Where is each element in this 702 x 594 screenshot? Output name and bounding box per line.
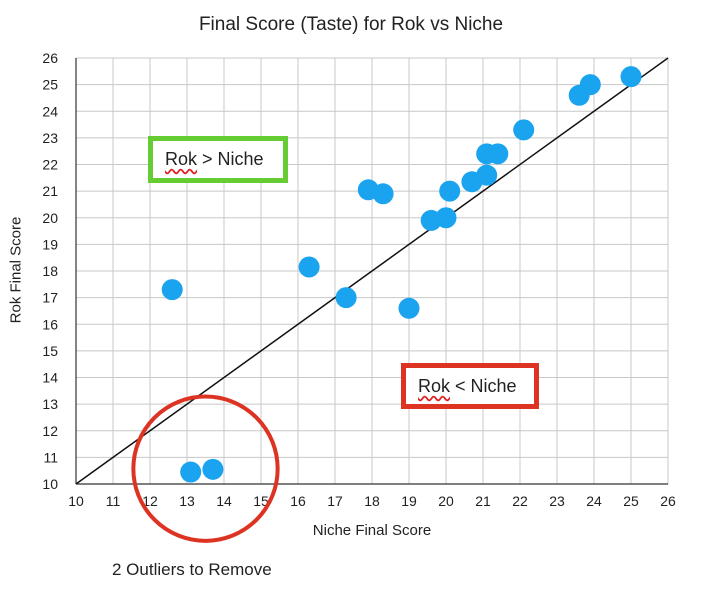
- data-point: [435, 207, 457, 229]
- outlier-circle: [131, 394, 280, 543]
- rok-greater-annotation: Rok > Niche: [148, 136, 288, 183]
- x-tick-label: 12: [142, 493, 158, 509]
- x-tick-label: 25: [623, 493, 639, 509]
- y-tick-label: 22: [42, 157, 58, 173]
- y-tick-label: 12: [42, 423, 58, 439]
- rok-less-rest: < Niche: [450, 376, 517, 396]
- y-tick-label: 13: [42, 396, 58, 412]
- x-tick-label: 15: [253, 493, 269, 509]
- x-tick-label: 17: [327, 493, 343, 509]
- x-tick-label: 23: [549, 493, 565, 509]
- y-tick-label: 16: [42, 316, 58, 332]
- x-axis-label: Niche Final Score: [312, 522, 432, 539]
- x-tick-label: 19: [401, 493, 417, 509]
- data-points: [161, 66, 642, 483]
- x-tick-label: 24: [586, 493, 602, 509]
- data-point: [298, 256, 320, 278]
- data-point: [202, 458, 224, 480]
- y-tick-label: 18: [42, 263, 58, 279]
- y-tick-label: 17: [42, 290, 58, 306]
- y-tick-label: 24: [42, 103, 58, 119]
- data-point: [620, 66, 642, 88]
- data-point: [180, 461, 202, 483]
- y-tick-label: 11: [43, 449, 58, 465]
- rok-less-annotation: Rok < Niche: [401, 363, 539, 409]
- y-axis-label: Rok Final Score: [7, 216, 25, 324]
- x-tick-label: 11: [106, 493, 121, 509]
- outlier-circle-group: [131, 394, 280, 543]
- rok-greater-word: Rok: [165, 149, 198, 169]
- data-point: [372, 183, 394, 205]
- x-tick-label: 20: [438, 493, 454, 509]
- x-tick-label: 13: [179, 493, 195, 509]
- x-tick-label: 26: [660, 493, 676, 509]
- data-point: [487, 143, 509, 165]
- rok-greater-rest: > Niche: [197, 149, 264, 169]
- y-tick-label: 10: [42, 476, 58, 492]
- y-tick-label: 25: [42, 77, 58, 93]
- data-point: [161, 279, 183, 301]
- data-point: [439, 180, 461, 202]
- outlier-note: 2 Outliers to Remove: [112, 560, 272, 579]
- x-tick-label: 16: [290, 493, 306, 509]
- reference-line: [75, 57, 669, 485]
- tick-labels: 10 11 12 13 14 15 16 17 18 19 20 21 22 23 24 25 26 10 11 12…: [42, 50, 676, 509]
- y-tick-label: 26: [42, 50, 58, 66]
- x-tick-label: 18: [364, 493, 380, 509]
- x-tick-label: 22: [512, 493, 528, 509]
- chart-title: Final Score (Taste) for Rok vs Niche: [198, 14, 504, 35]
- x-tick-label: 10: [68, 493, 84, 509]
- y-tick-label: 15: [42, 343, 58, 359]
- x-tick-label: 14: [216, 493, 232, 509]
- y-tick-label: 20: [42, 210, 58, 226]
- axes: [75, 58, 668, 485]
- data-point: [476, 164, 498, 186]
- x-tick-label: 21: [475, 493, 491, 509]
- data-point: [335, 287, 357, 309]
- y-tick-label: 23: [42, 130, 58, 146]
- y-tick-label: 21: [42, 183, 58, 199]
- data-point: [513, 119, 535, 141]
- y-tick-label: 14: [42, 370, 58, 386]
- y-tick-label: 19: [42, 236, 58, 252]
- reference-line-group: [75, 57, 669, 485]
- data-point: [398, 297, 420, 319]
- data-point: [579, 74, 601, 96]
- rok-less-word: Rok: [418, 376, 451, 396]
